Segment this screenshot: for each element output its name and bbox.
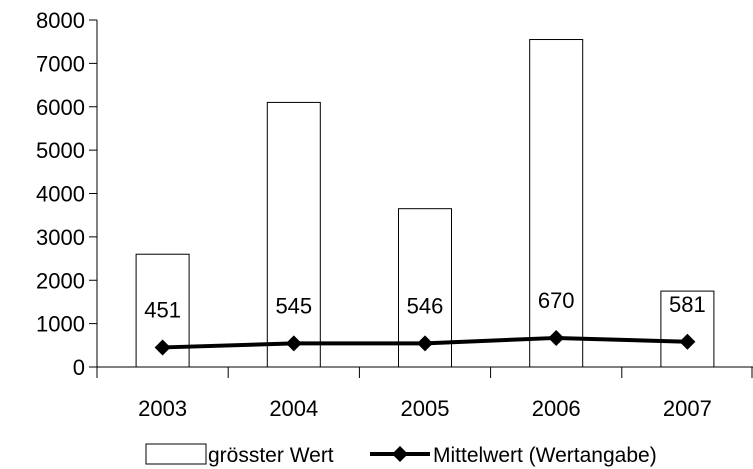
y-tick-label: 5000 (36, 138, 85, 163)
y-tick-label: 3000 (36, 225, 85, 250)
line-series (154, 329, 696, 356)
data-label: 581 (669, 292, 706, 317)
x-axis: 2003 2004 2005 2006 2007 (96, 366, 753, 421)
x-tick-label: 2007 (663, 396, 712, 421)
y-tick-label: 2000 (36, 268, 85, 293)
line-point (548, 329, 565, 346)
legend-label-bars: grösster Wert (208, 444, 334, 467)
x-tick-label: 2004 (269, 396, 318, 421)
bar (529, 39, 584, 368)
data-label: 545 (275, 293, 312, 318)
legend-label-line: Mittelwert (Wertangabe) (433, 444, 657, 467)
data-label: 546 (407, 293, 444, 318)
line-point (154, 339, 171, 356)
line-point (417, 335, 433, 352)
y-tick-label: 6000 (36, 95, 85, 120)
legend: grösster Wert Mittelwert (Wertangabe) (145, 443, 657, 467)
line-point (679, 333, 696, 350)
x-tick-label: 2005 (401, 396, 450, 421)
legend-diamond-marker (392, 446, 408, 462)
data-label: 451 (144, 297, 181, 322)
x-tick-label: 2003 (138, 396, 187, 421)
legend-bar-swatch (145, 443, 207, 465)
y-tick-label: 1000 (36, 312, 85, 337)
y-axis: 0 1000 2000 3000 4000 5000 6000 7000 8000 (36, 8, 98, 380)
bar-series (135, 39, 715, 368)
y-tick-label: 8000 (36, 8, 85, 33)
x-tick-label: 2006 (532, 396, 581, 421)
bar (660, 290, 715, 368)
y-tick-label: 4000 (36, 182, 85, 207)
line-point (285, 335, 302, 352)
data-label: 670 (538, 288, 575, 313)
y-tick-label: 7000 (36, 51, 85, 76)
bar (266, 101, 321, 368)
data-labels: 451 545 546 670 581 (144, 288, 706, 322)
y-tick-label: 0 (73, 355, 85, 380)
